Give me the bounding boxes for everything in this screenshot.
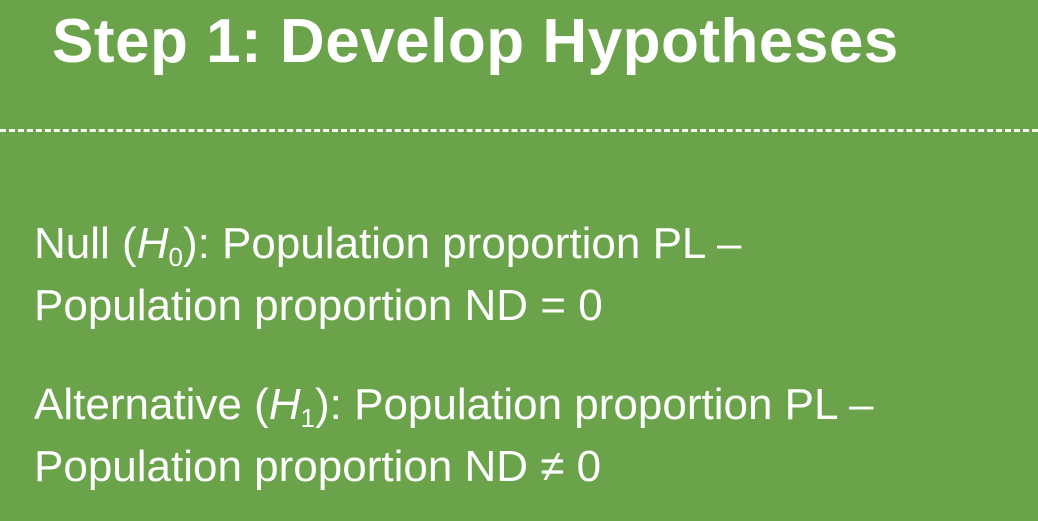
alt-label-suffix: ): Population proportion PL – <box>315 380 874 429</box>
null-subscript: 0 <box>168 242 183 272</box>
alternative-hypothesis-line-2: Population proportion ND ≠ 0 <box>34 442 602 491</box>
slide-title: Step 1: Develop Hypotheses <box>52 7 899 76</box>
null-label-prefix: Null ( <box>34 219 137 268</box>
alt-label-prefix: Alternative ( <box>34 380 269 429</box>
dashed-divider <box>0 129 1038 132</box>
alternative-hypothesis-line-1: Alternative (H1): Population proportion … <box>34 374 1034 436</box>
null-label-suffix: ): Population proportion PL – <box>182 219 742 268</box>
alt-symbol: H <box>268 380 301 429</box>
null-symbol: H <box>136 219 169 268</box>
alt-subscript: 1 <box>300 403 316 433</box>
null-hypothesis-line-1: Null (H0): Population proportion PL – <box>34 213 1034 275</box>
null-hypothesis-line-2: Population proportion ND = 0 <box>34 281 603 330</box>
alternative-hypothesis: Alternative (H1): Population proportion … <box>34 374 1034 498</box>
null-hypothesis: Null (H0): Population proportion PL – Po… <box>34 213 1034 337</box>
